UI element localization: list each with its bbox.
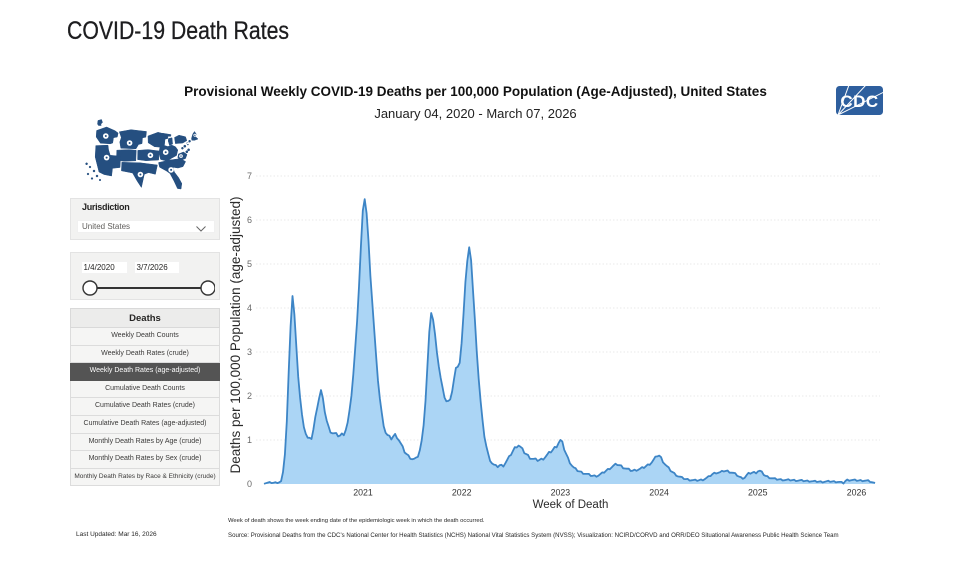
svg-text:6: 6 xyxy=(247,215,252,225)
svg-text:3: 3 xyxy=(247,347,252,357)
svg-text:1: 1 xyxy=(247,435,252,445)
svg-text:CDC: CDC xyxy=(840,92,878,111)
svg-text:2024: 2024 xyxy=(649,488,669,498)
svg-text:7: 7 xyxy=(247,171,252,181)
svg-text:5: 5 xyxy=(247,259,252,269)
svg-text:4: 4 xyxy=(247,303,252,313)
svg-text:0: 0 xyxy=(247,479,252,489)
svg-text:2025: 2025 xyxy=(748,488,768,498)
svg-text:2022: 2022 xyxy=(452,488,472,498)
svg-text:2: 2 xyxy=(247,391,252,401)
svg-text:2023: 2023 xyxy=(551,488,571,498)
svg-text:2026: 2026 xyxy=(847,488,867,498)
svg-text:2021: 2021 xyxy=(353,488,373,498)
